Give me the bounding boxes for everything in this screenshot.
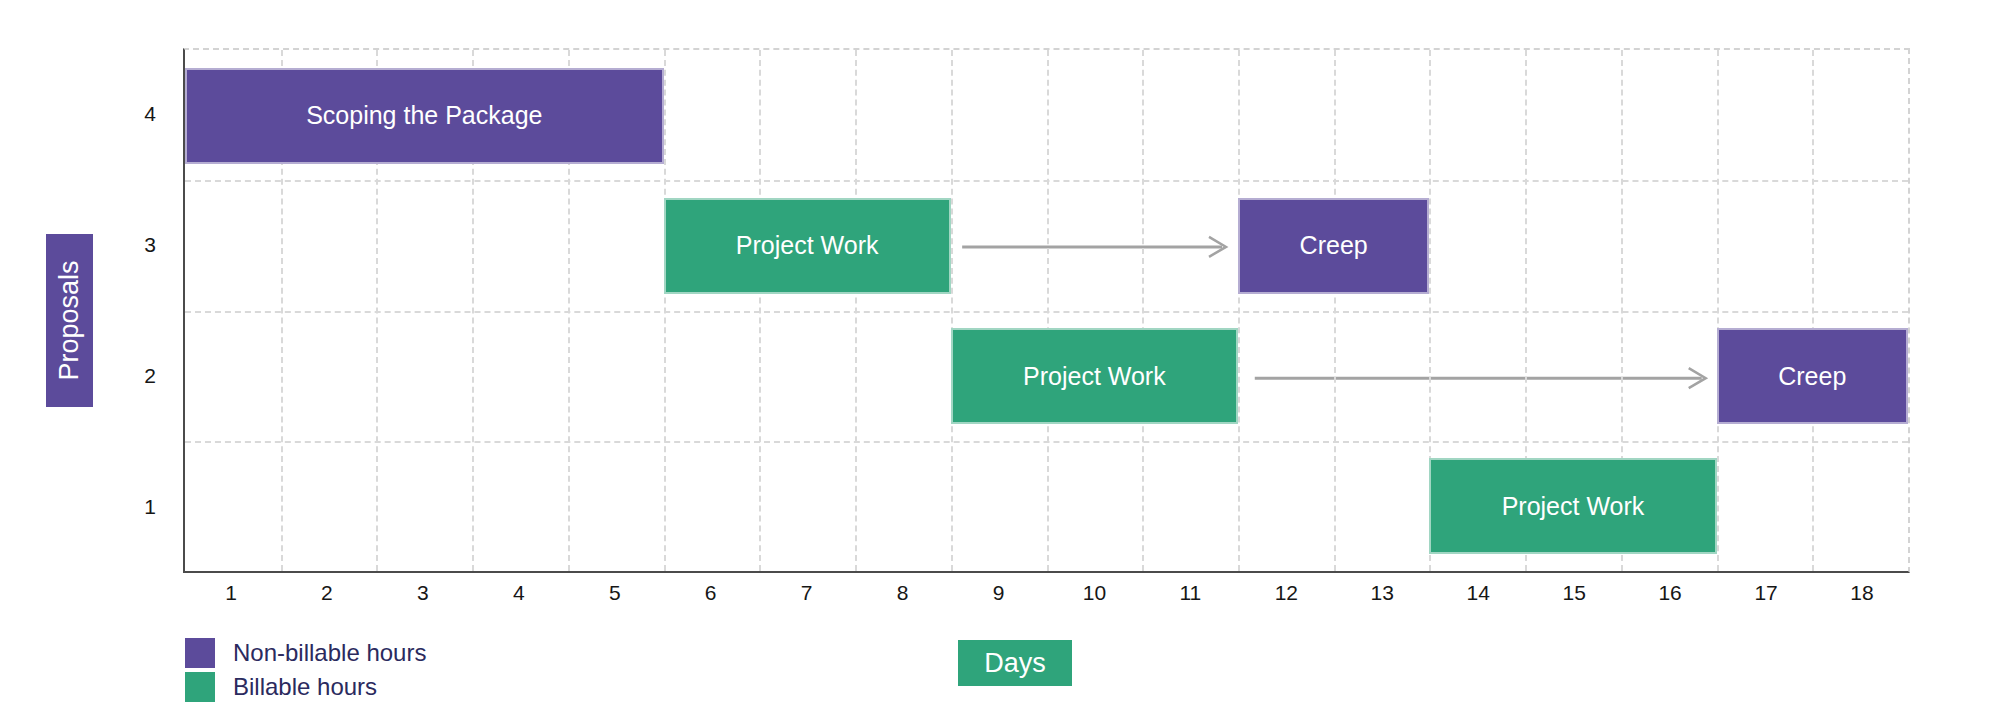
x-tick-7: 7: [801, 581, 813, 605]
x-tick-13: 13: [1371, 581, 1394, 605]
legend-item-billable: Billable hours: [185, 672, 426, 702]
legend: Non-billable hours Billable hours: [185, 638, 426, 706]
y-axis-title: Proposals: [54, 260, 85, 380]
legend-item-non-billable: Non-billable hours: [185, 638, 426, 668]
x-tick-12: 12: [1275, 581, 1298, 605]
x-tick-16: 16: [1658, 581, 1681, 605]
x-tick-5: 5: [609, 581, 621, 605]
x-tick-17: 17: [1754, 581, 1777, 605]
x-tick-8: 8: [897, 581, 909, 605]
y-tick-3: 3: [125, 233, 175, 257]
x-tick-1: 1: [225, 581, 237, 605]
gantt-bar-label: Project Work: [1502, 492, 1645, 521]
legend-label-non-billable: Non-billable hours: [233, 639, 426, 667]
y-tick-1: 1: [125, 495, 175, 519]
y-tick-2: 2: [125, 364, 175, 388]
gantt-bar-label: Creep: [1778, 362, 1846, 391]
x-axis-ticks: 123456789101112131415161718: [183, 581, 1910, 611]
plot-area: Scoping the Package Project Work Creep Proj…: [183, 48, 1910, 573]
x-tick-9: 9: [993, 581, 1005, 605]
y-axis-ticks: 4 3 2 1: [125, 48, 175, 573]
gantt-bar-project-work: Project Work: [951, 328, 1238, 424]
x-tick-10: 10: [1083, 581, 1106, 605]
gantt-bar-project-work: Project Work: [1429, 458, 1716, 554]
legend-swatch-non-billable: [185, 638, 215, 668]
legend-swatch-billable: [185, 672, 215, 702]
gantt-bar-label: Creep: [1300, 231, 1368, 260]
arrow-head-icon: [1689, 368, 1706, 388]
x-tick-2: 2: [321, 581, 333, 605]
x-tick-4: 4: [513, 581, 525, 605]
gantt-bar-label: Project Work: [1023, 362, 1166, 391]
gantt-bar-creep: Creep: [1238, 198, 1429, 294]
x-tick-3: 3: [417, 581, 429, 605]
y-axis-title-box: Proposals: [46, 234, 93, 407]
gantt-bar-creep: Creep: [1717, 328, 1908, 424]
gantt-bar-label: Project Work: [736, 231, 879, 260]
x-axis-title-box: Days: [958, 640, 1072, 686]
x-tick-18: 18: [1850, 581, 1873, 605]
gantt-bar-label: Scoping the Package: [306, 101, 542, 130]
row-gridline: [185, 441, 1908, 443]
x-tick-15: 15: [1563, 581, 1586, 605]
x-tick-6: 6: [705, 581, 717, 605]
x-tick-14: 14: [1467, 581, 1490, 605]
legend-label-billable: Billable hours: [233, 673, 377, 701]
x-axis-title: Days: [984, 648, 1046, 679]
gantt-chart: Proposals 4 3 2 1 Scoping the Package Projec…: [0, 0, 1999, 728]
x-tick-11: 11: [1180, 581, 1202, 605]
gantt-bar-scoping-the-package: Scoping the Package: [185, 68, 664, 164]
row-gridline: [185, 180, 1908, 182]
gantt-bar-project-work: Project Work: [664, 198, 951, 294]
row-gridline: [185, 311, 1908, 313]
arrow-head-icon: [1209, 237, 1226, 257]
y-tick-4: 4: [125, 102, 175, 126]
